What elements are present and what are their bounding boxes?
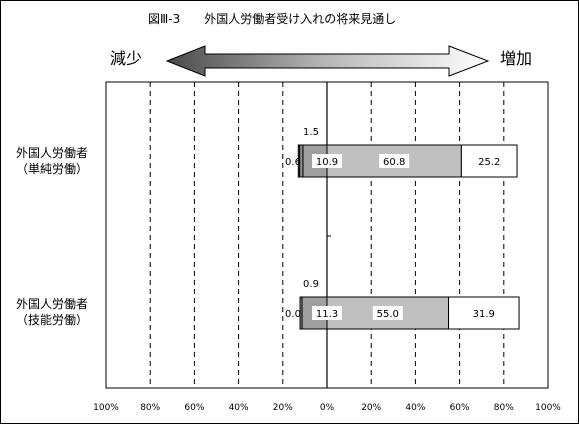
x-tick-label: 80% (494, 403, 514, 413)
data-label-box (379, 154, 410, 168)
category-label-line: 外国人労働者 (15, 297, 88, 311)
bar-segment (460, 144, 518, 178)
x-tick-label: 60% (450, 403, 470, 413)
data-label: 0.9 (303, 279, 319, 290)
x-tick-label: 20% (361, 403, 381, 413)
data-label-box (372, 306, 403, 320)
category-label-line: 外国人労働者 (15, 146, 88, 160)
x-tick-label: 100% (535, 403, 561, 413)
category-label-line: （単純労働） (15, 162, 88, 176)
decrease-label: 減少 (110, 49, 143, 68)
data-label: 25.2 (478, 157, 500, 168)
data-label-box (312, 306, 342, 320)
data-label: 11.3 (316, 309, 338, 320)
data-label: 10.9 (316, 157, 338, 168)
bar-segment (448, 296, 520, 330)
data-label: 0.0 (285, 309, 301, 320)
double-arrow-icon (165, 45, 490, 77)
increase-label: 増加 (500, 49, 533, 68)
x-tick-label: 40% (229, 403, 249, 413)
x-tick-label: 80% (140, 403, 160, 413)
bar-segment (299, 296, 303, 330)
chart-title: 図Ⅲ-3 外国人労働者受け入れの将来見通し (148, 12, 397, 26)
category-label-line: （技能労働） (15, 313, 88, 327)
data-label: 31.9 (473, 309, 495, 320)
x-tick-label: 60% (184, 403, 204, 413)
bar-segment (326, 296, 450, 330)
category-label-unskilled: 外国人労働者 （単純労働） (6, 145, 98, 177)
data-label: 1.5 (303, 127, 319, 138)
data-label-box (312, 154, 342, 168)
x-tick-label: 0% (320, 403, 335, 413)
x-tick-label: 40% (405, 403, 425, 413)
x-tick-label: 100% (93, 403, 119, 413)
x-tick-label: 20% (273, 403, 293, 413)
data-label: 0.6 (285, 157, 301, 168)
data-label: 60.8 (383, 157, 405, 168)
data-label: 55.0 (377, 309, 399, 320)
category-label-skilled: 外国人労働者 （技能労働） (6, 296, 98, 328)
bar-segment (297, 144, 301, 178)
